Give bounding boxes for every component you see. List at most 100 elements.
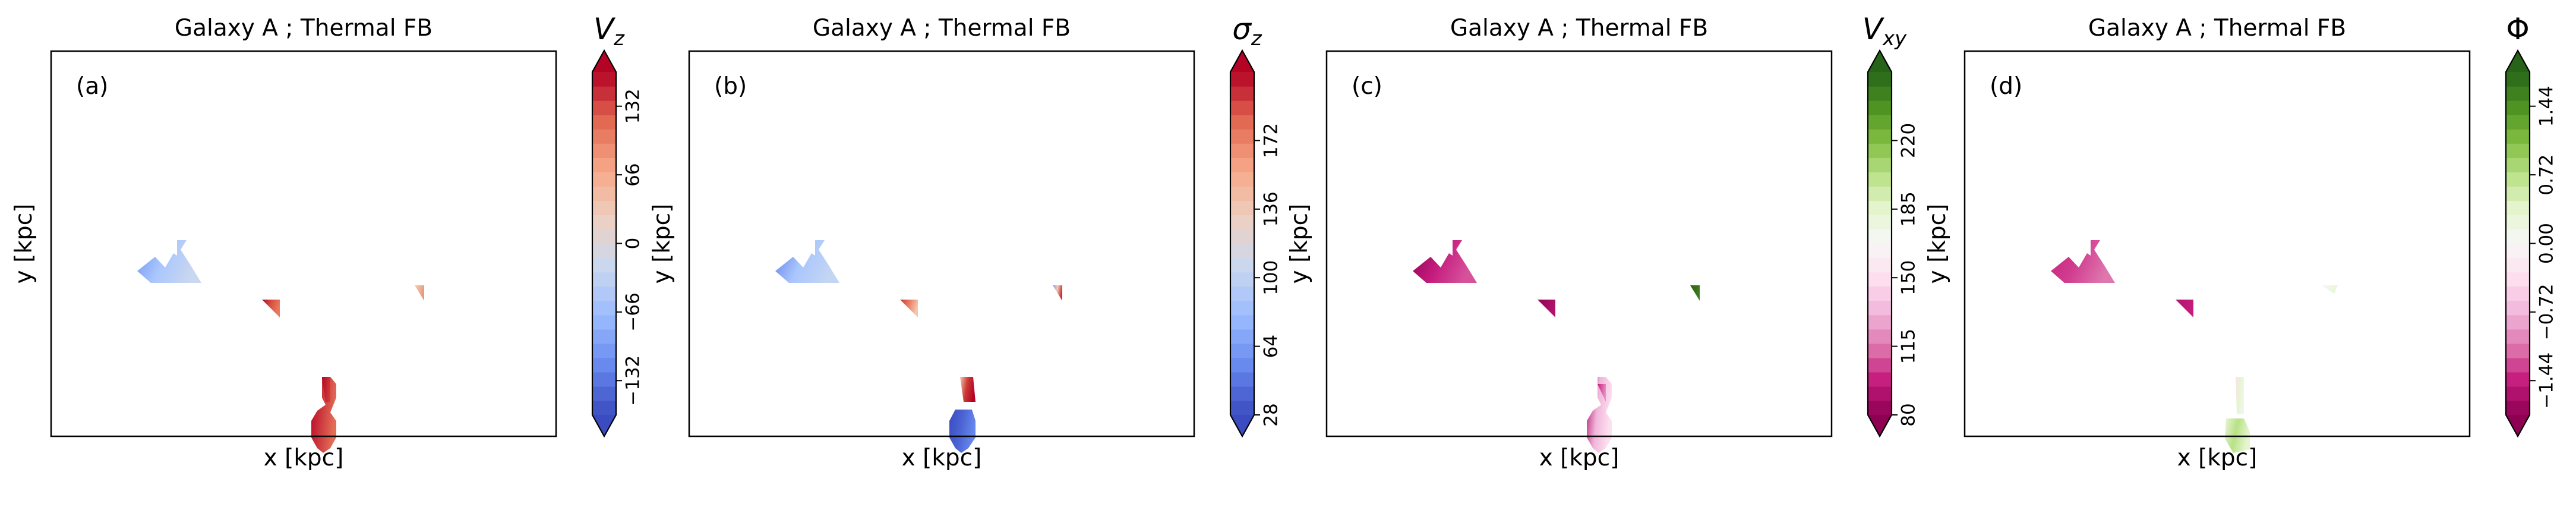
colorbar-segment	[1868, 372, 1892, 387]
colorbar-segment	[1230, 158, 1254, 172]
colorbar-tick-label: 136	[1261, 191, 1282, 226]
panel-label: (a)	[76, 73, 108, 100]
map-blob-3	[960, 377, 976, 402]
colorbar-segment	[592, 329, 616, 344]
map-blob-4	[2236, 377, 2244, 414]
colorbar-segment	[1868, 115, 1892, 130]
map-blob-4	[415, 285, 424, 301]
y-axis-label: y [kpc]	[1286, 204, 1313, 284]
colorbar-segment	[2506, 215, 2530, 230]
colorbar-extend-min	[592, 415, 616, 436]
colorbar-segment	[592, 229, 616, 244]
panel-title: Galaxy A ; Thermal FB	[2088, 15, 2346, 42]
colorbar-segment	[1230, 300, 1254, 316]
colorbar-segment	[1868, 100, 1892, 115]
colorbar-segment	[592, 72, 616, 87]
panel-a: Galaxy A ; Thermal FB (a) x [kpc] y [kpc] −1…	[11, 12, 644, 471]
colorbar-segment	[1868, 257, 1892, 273]
colorbar-segment	[592, 257, 616, 273]
colorbar-segment	[1230, 72, 1254, 87]
colorbar-segment	[2506, 286, 2530, 301]
colorbar-segment	[2506, 329, 2530, 344]
colorbar-segment	[2506, 129, 2530, 144]
colorbar-symbol: V	[594, 12, 616, 46]
colorbar-segment	[1868, 158, 1892, 172]
colorbar-extend-min	[2506, 415, 2530, 436]
colorbar-segment	[592, 143, 616, 158]
colorbar-segment	[1230, 100, 1254, 115]
colorbar-segment	[592, 200, 616, 216]
map-blob-3	[1587, 377, 1612, 453]
colorbar-title: Vxy	[1862, 12, 1907, 51]
map-blobs	[2051, 240, 2338, 453]
map-blob-4	[949, 410, 976, 453]
colorbar-segment	[2506, 272, 2530, 287]
colorbar-tick-label: −132	[623, 355, 644, 406]
colorbar-extend-max	[592, 51, 616, 72]
map-blob-1	[775, 240, 839, 283]
colorbar-segment	[592, 286, 616, 301]
y-axis-label: y [kpc]	[649, 204, 675, 284]
map-blob-5	[1053, 285, 1062, 301]
panel-label: (d)	[1990, 73, 2022, 100]
colorbar-tick-label: 0.00	[2536, 223, 2558, 264]
colorbar-segment	[1230, 257, 1254, 273]
colorbar-segment	[2506, 314, 2530, 330]
axes-frame	[1963, 50, 2471, 437]
colorbar-segment	[592, 158, 616, 172]
colorbar-segment	[592, 357, 616, 373]
colorbar-segment	[592, 100, 616, 115]
colorbar-title: Vz	[594, 12, 625, 51]
map-blob-5	[322, 377, 330, 402]
colorbar-tick-label: −1.44	[2536, 352, 2558, 409]
colorbar-tick-label: 80	[1898, 403, 1920, 426]
colorbar-tick-label: 172	[1261, 123, 1282, 158]
axes-frame	[50, 50, 557, 437]
colorbar-segment	[2506, 115, 2530, 130]
colorbar-segment	[2506, 300, 2530, 316]
colorbar-tick-label: 0	[623, 238, 644, 250]
colorbar-tick-label: 66	[623, 163, 644, 186]
colorbar-segment	[592, 115, 616, 130]
colorbar-segment	[2506, 143, 2530, 158]
colorbar-segment	[2506, 400, 2530, 415]
colorbar-segment	[1230, 272, 1254, 287]
colorbar-segment	[1868, 172, 1892, 187]
colorbar-segment	[2506, 343, 2530, 358]
colorbar-segment	[1868, 243, 1892, 259]
colorbar-tick-label: 220	[1898, 123, 1920, 158]
colorbar-segment	[1230, 86, 1254, 101]
colorbar-segment	[1868, 215, 1892, 230]
colorbar-segment	[1868, 286, 1892, 301]
colorbar-segment	[1230, 357, 1254, 373]
colorbar-segment	[2506, 186, 2530, 201]
map-blobs	[137, 240, 424, 453]
colorbar-segment	[1868, 343, 1892, 358]
colorbar-tick-label: 150	[1898, 260, 1920, 295]
colorbar-segment	[592, 172, 616, 187]
colorbar-segment	[592, 372, 616, 387]
colorbar-segment	[1230, 372, 1254, 387]
colorbar-segment	[1868, 300, 1892, 316]
colorbar-extend-max	[1230, 51, 1254, 72]
colorbar-segment	[1868, 129, 1892, 144]
colorbar-segment	[592, 186, 616, 201]
colorbar-segment	[2506, 386, 2530, 401]
panel-label: (c)	[1352, 73, 1382, 100]
colorbar-extend-min	[1868, 415, 1892, 436]
colorbar-subscript: z	[1251, 27, 1262, 51]
colorbar-extend-min	[1230, 415, 1254, 436]
colorbar-symbol: Φ	[2506, 12, 2529, 46]
colorbar-segment	[1230, 343, 1254, 358]
colorbar-extend-max	[2506, 51, 2530, 72]
colorbar: 28 64 100 136 172 σz	[1229, 12, 1282, 438]
colorbar-segment	[1868, 86, 1892, 101]
map-blob-1	[1413, 240, 1477, 283]
x-axis-label: x [kpc]	[264, 445, 344, 471]
colorbar-segment	[2506, 243, 2530, 259]
colorbar-tick-label: −0.72	[2536, 284, 2558, 340]
map-blob-5	[1598, 384, 1606, 402]
colorbar-tick-label: 100	[1261, 260, 1282, 295]
colorbar-tick-label: 64	[1261, 335, 1282, 358]
